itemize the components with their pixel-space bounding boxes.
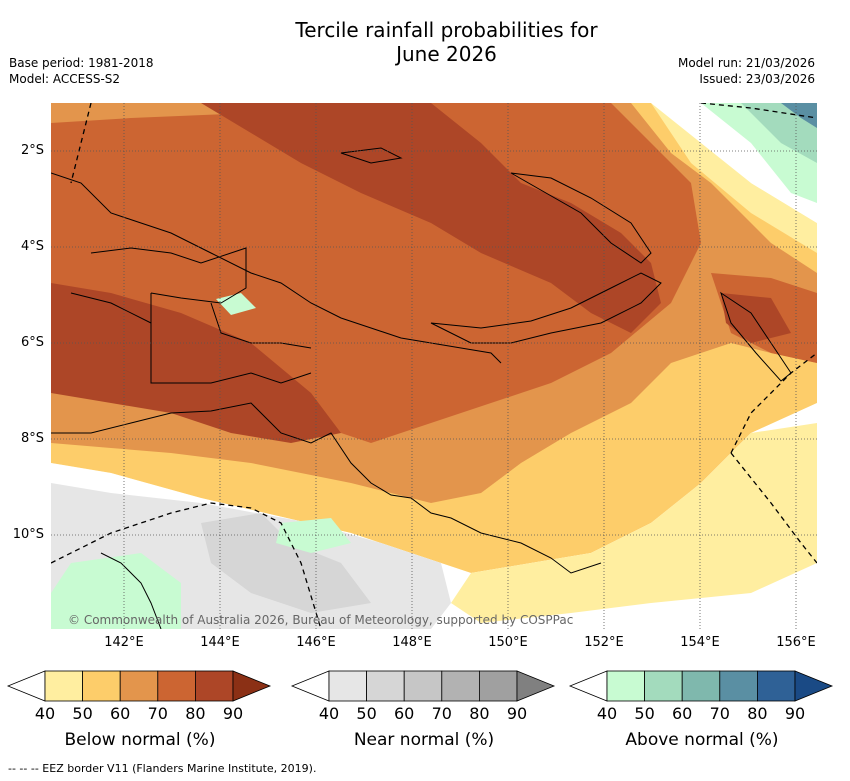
colorbar-title-below: Below normal (%) [64,730,216,750]
lat-label-2s: 2°S [20,143,44,158]
below-70-region [51,103,701,443]
title-line-1: Tercile rainfall probabilities for [295,18,598,42]
below-40-south [451,423,817,623]
colorbar-tick-label: 50 [72,704,93,723]
eez-borders [51,103,817,629]
colorbar-segment [644,670,683,702]
colorbar-tick-label: 80 [469,704,490,723]
colorbar-segment [44,670,83,702]
colorbar-min-extend [6,670,46,702]
above-normal-ne-2 [741,103,817,163]
colorbar-tick-label: 90 [506,704,528,723]
colorbar-title-above: Above normal (%) [625,730,779,750]
eez-footer-note: -- -- -- EEZ border V11 (Flanders Marine… [8,762,317,775]
above-normal-sw [51,553,181,629]
white-area-north [651,103,817,223]
model-run: Model run: 21/03/2026 [677,56,815,70]
colorbar-segment [719,670,758,702]
map-title: Tercile rainfall probabilities for June … [0,18,850,66]
colorbar-above-normal [568,670,834,702]
colorbar-segment [366,670,405,702]
colorbar-tick-label: 80 [185,704,206,723]
issued-date: Issued: 23/03/2026 [699,72,815,86]
lat-label-10s: 10°S [12,527,44,542]
colorbar-segment [82,670,121,702]
coastline-new-guinea-south [51,402,602,574]
coastline-new-ireland [510,172,652,264]
lon-label-150e: 150°E [488,635,528,650]
base-period: Base period: 1981-2018 [9,56,154,70]
below-80-region-east [721,293,791,343]
colorbar-segment [119,670,159,702]
colorbars [6,670,834,702]
above-normal-ne-3 [781,103,817,128]
lon-label-154e: 154°E [680,635,720,650]
colorbar-segment [478,670,518,702]
colorbar-segment [157,670,196,702]
meta-right: Model run: 21/03/2026 Issued: 23/03/2026 [678,55,815,87]
colorbar-tick-label: 50 [356,704,377,723]
colorbar-tick-label: 70 [709,704,730,723]
colorbar-max-extend [516,670,556,702]
probability-map [51,103,817,629]
colorbar-tick-label: 60 [672,704,693,723]
colorbar-max-extend [794,670,834,702]
coastline-bougainville [720,291,792,382]
colorbar-segment [606,670,645,702]
colorbar-tick-label: 60 [394,704,415,723]
above-normal-s [276,518,351,553]
title-line-2: June 2026 [396,42,497,66]
colorbar-near-normal [290,670,556,702]
lon-label-148e: 148°E [392,635,432,650]
lon-label-156e: 156°E [776,635,816,650]
colorbar-tick-label: 90 [222,704,244,723]
colorbar-tick-label: 90 [784,704,806,723]
lon-label-144e: 144°E [200,635,240,650]
colorbar-title-near: Near normal (%) [353,730,495,750]
lat-label-6s: 6°S [20,335,44,350]
colorbar-max-extend [232,670,272,702]
colorbar-segment [681,670,721,702]
colorbar-tick-label: 40 [34,704,56,723]
colorbar-tick-label: 40 [596,704,618,723]
colorbar-segment [403,670,443,702]
lon-label-142e: 142°E [104,635,144,650]
lat-label-4s: 4°S [20,239,44,254]
above-normal-w [216,293,256,315]
province-borders [70,247,312,384]
gridlines [51,103,817,629]
colorbar-tick-label: 80 [747,704,768,723]
colorbar-tick-label: 70 [431,704,452,723]
colorbar-min-extend [568,670,608,702]
near-normal-dark [201,513,371,613]
copyright-note: © Commonwealth of Australia 2026, Bureau… [68,613,574,627]
lat-label-8s: 8°S [20,431,44,446]
below-80-region-west [51,283,341,443]
colorbar-tick-label: 40 [318,704,340,723]
colorbar-segment [328,670,367,702]
coastline-cape-york [100,552,162,629]
colorbar-segment [756,670,796,702]
colorbar-segment [441,670,480,702]
lon-label-152e: 152°E [584,635,624,650]
colorbar-segment [194,670,234,702]
colorbar-min-extend [290,670,330,702]
colorbar-tick-label: 50 [634,704,655,723]
coastline-manus [340,147,403,164]
colorbar-tick-label: 60 [110,704,131,723]
colorbar-below-normal [6,670,272,702]
lon-label-146e: 146°E [296,635,336,650]
colorbar-tick-label: 70 [147,704,168,723]
meta-left: Base period: 1981-2018 Model: ACCESS-S2 [9,55,154,87]
model-name: Model: ACCESS-S2 [9,72,121,86]
coastline-new-guinea-north [51,172,502,364]
